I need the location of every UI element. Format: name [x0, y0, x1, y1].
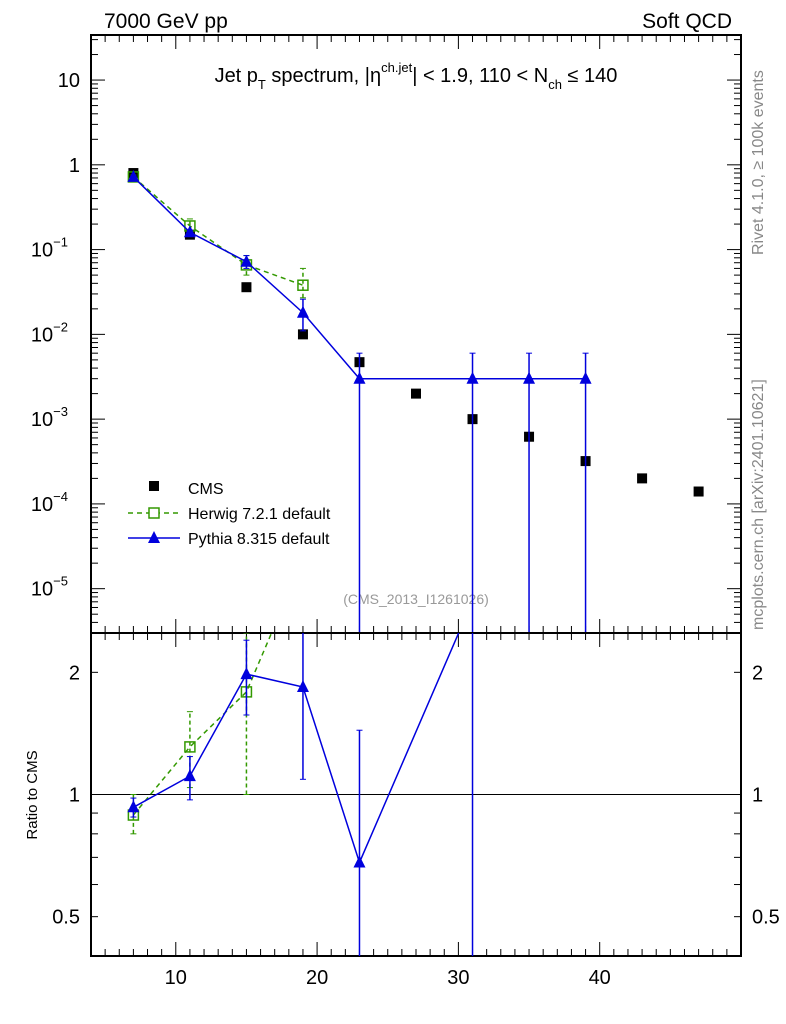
ratio-plot-area [127, 554, 474, 956]
legend-label-pythia: Pythia 8.315 default [188, 531, 330, 548]
pythia-point [183, 225, 196, 238]
pythia-line [133, 633, 460, 865]
pythia-line [132, 176, 586, 380]
y-tick-label: 10−1 [31, 235, 68, 262]
herwig-point [184, 741, 196, 753]
pythia-point [240, 667, 253, 680]
pythia-point [240, 254, 253, 267]
header-right: Soft QCD [642, 10, 732, 33]
chart-title: Jet pT spectrum, |ηch.jet| < 1.9, 110 < … [215, 60, 618, 92]
header-left: 7000 GeV pp [104, 10, 228, 33]
legend-marker-pythia [148, 531, 160, 543]
pythia-point [353, 855, 366, 868]
y-tick-label: 0.5 [52, 907, 80, 929]
pythia-point [353, 371, 366, 384]
pythia-point [127, 800, 140, 813]
cms-point [693, 486, 704, 497]
legend-label-cms: CMS [188, 481, 224, 498]
pythia-point [296, 680, 309, 693]
analysis-id-annotation: (CMS_2013_I1261026) [343, 591, 489, 607]
cms-point [637, 473, 648, 484]
side-label-bottom: mcplots.cern.ch [arXiv:2401.10621] [750, 379, 767, 630]
cms-point [241, 282, 252, 293]
legend-marker-cms [149, 481, 159, 491]
x-tick-label: 40 [589, 967, 611, 989]
y-tick-label: 10−4 [31, 489, 68, 516]
pythia-point [523, 371, 536, 384]
y-tick-label: 1 [69, 155, 80, 177]
herwig-point [298, 554, 308, 564]
main-plot-area [127, 168, 704, 633]
y-tick-label: 10−3 [31, 404, 68, 431]
y-tick-label-right: 1 [752, 785, 763, 807]
legend-marker-herwig [148, 507, 160, 519]
x-tick-label: 20 [306, 967, 328, 989]
pythia-point [296, 305, 309, 318]
legend-label-herwig: Herwig 7.2.1 default [188, 506, 331, 523]
cms-point [297, 329, 308, 340]
legend: CMS Herwig 7.2.1 default Pythia 8.315 de… [128, 481, 331, 548]
y-tick-label: 10−2 [31, 319, 68, 346]
herwig-point [297, 279, 309, 291]
x-tick-label: 30 [447, 967, 469, 989]
pythia-point [466, 371, 479, 384]
pythia-point [183, 769, 196, 782]
cms-point [411, 388, 421, 399]
herwig-line [132, 176, 304, 286]
y-tick-label: 10 [58, 70, 80, 92]
x-tick-label: 10 [165, 967, 187, 989]
ratio-ylabel: Ratio to CMS [24, 750, 41, 839]
y-tick-label-right: 0.5 [752, 907, 780, 929]
pythia-point [579, 371, 592, 384]
pythia-point [127, 169, 140, 182]
y-tick-label: 10−5 [31, 574, 68, 601]
y-tick-label-right: 2 [752, 662, 763, 684]
herwig-line [132, 633, 273, 816]
y-tick-label: 1 [69, 785, 80, 807]
y-tick-label: 2 [69, 662, 80, 684]
side-label-top: Rivet 4.1.0, ≥ 100k events [750, 70, 767, 255]
